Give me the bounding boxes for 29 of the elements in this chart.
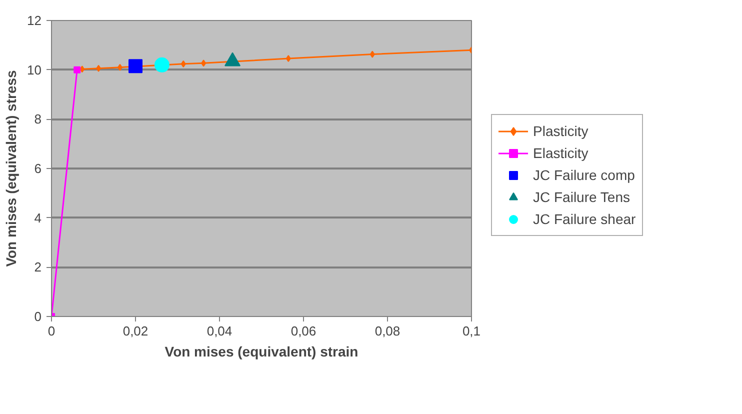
point [128,59,142,74]
x-tick-label: 0,02 [122,324,148,338]
y-tick-label: 4 [34,210,42,226]
point [117,64,122,71]
point [96,64,102,72]
legend-label: JC Failure comp [533,167,635,183]
y-axis-title: Von mises (equivalent) stress [3,70,20,267]
legend-label: Elasticity [533,145,588,161]
point [201,60,206,67]
x-axis-title: Von mises (equivalent) strain [164,344,358,360]
legend-label: Plasticity [533,123,588,139]
y-tick-label: 12 [27,13,42,28]
y-tick-label: 2 [34,260,42,275]
x-tick-label: 0,08 [374,324,400,338]
point [154,57,170,72]
x-tick-label: 0,1 [462,324,481,338]
point [80,66,85,73]
point [286,54,291,62]
y-tick-label: 8 [34,112,42,127]
x-tick-label: 0,04 [206,324,232,338]
x-tick-label: 0 [48,324,56,338]
y-tick-label: 0 [34,309,42,324]
x-tick-label: 0,06 [290,324,316,338]
point [370,50,375,58]
legend-label: JC Failure shear [533,211,636,227]
y-tick-label: 10 [27,62,42,78]
legend-label: JC Failure Tens [533,189,630,205]
point [180,60,186,68]
y-tick-label: 6 [34,161,42,176]
